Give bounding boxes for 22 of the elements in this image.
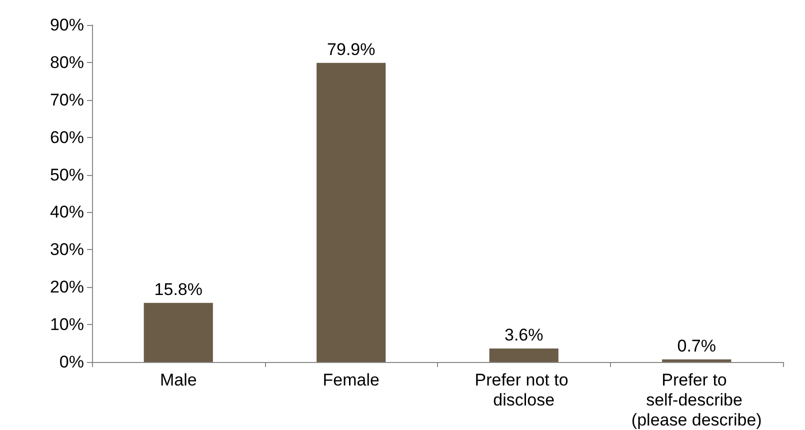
bar (489, 348, 558, 362)
x-tick-label: Prefer to self-describe (please describe) (631, 370, 762, 430)
data-label: 0.7% (677, 336, 716, 356)
x-tick-label: Prefer not to disclose (474, 370, 574, 410)
y-tick-label: 80% (50, 52, 84, 72)
y-tick-label: 70% (50, 90, 84, 110)
y-tick-label: 50% (50, 165, 84, 184)
bar (316, 62, 386, 362)
y-tick-label: 90% (50, 16, 84, 34)
bar (662, 359, 732, 362)
data-label: 79.9% (327, 40, 376, 59)
x-tick-label: Female (322, 370, 380, 390)
bar (144, 302, 213, 362)
y-tick-label: 60% (50, 128, 84, 147)
x-tick-label: Male (160, 370, 197, 390)
data-label: 15.8% (154, 280, 202, 299)
data-label: 3.6% (504, 326, 544, 345)
y-tick-label: 20% (50, 278, 84, 297)
y-tick-label: 10% (50, 315, 84, 334)
y-tick-label: 30% (50, 240, 84, 260)
y-tick-label: 40% (50, 202, 84, 222)
y-tick-label: 0% (59, 352, 84, 372)
